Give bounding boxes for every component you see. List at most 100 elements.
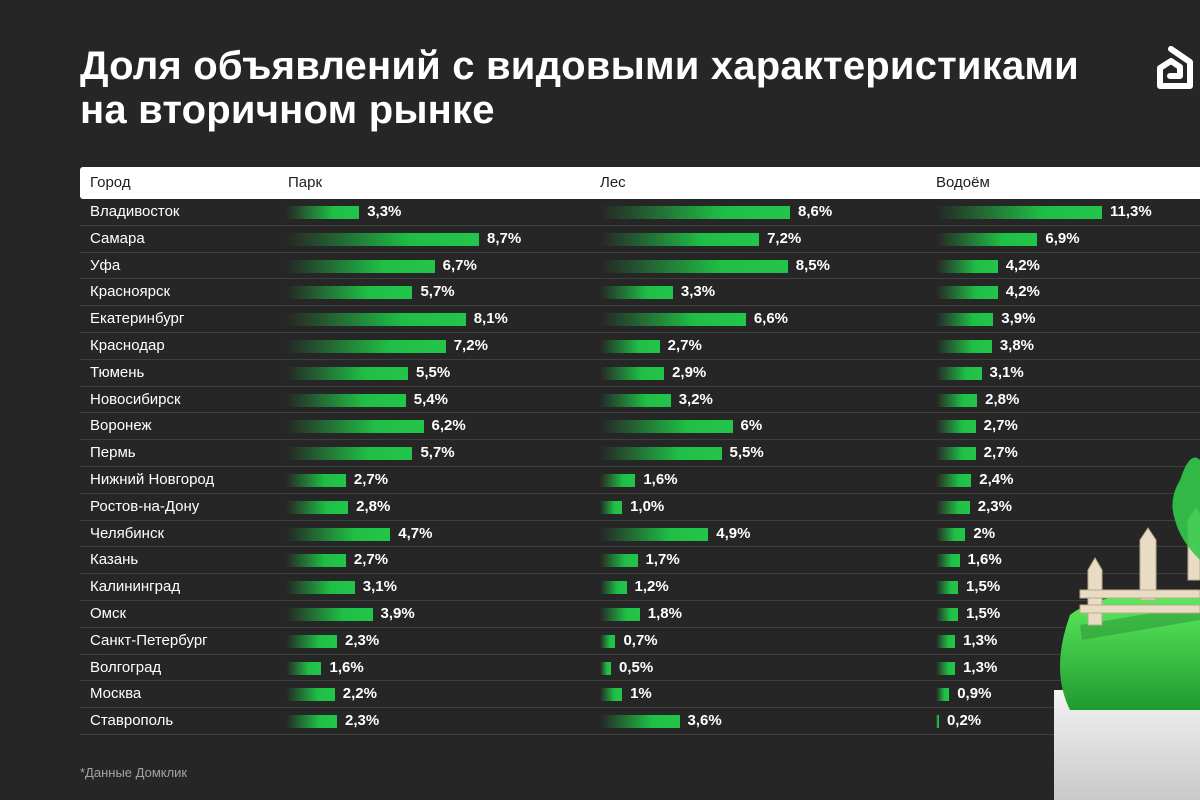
forest-bar (600, 232, 760, 246)
water-bar (936, 313, 994, 327)
forest-cell: 2,9% (600, 364, 850, 381)
water-cell: 1,3% (936, 631, 1162, 649)
forest-bar (600, 554, 638, 568)
forest-cell: 4,9% (600, 524, 850, 542)
forest-cell: 1,2% (600, 578, 850, 595)
water-bar (936, 206, 1102, 219)
city-name: Самара (90, 229, 145, 247)
park-value-label: 5,4% (413, 390, 448, 408)
park-cell: 6,2% (286, 417, 539, 434)
forest-bar (600, 393, 671, 407)
table-row: Омск 3,9% 1,8% 1,5% (80, 601, 1200, 628)
forest-bar (600, 715, 680, 729)
park-bar (286, 366, 408, 380)
footnote: *Данные Домклик (80, 765, 188, 780)
forest-bar (600, 313, 746, 327)
water-bar (936, 366, 982, 380)
table-row: Москва 2,2% 1% 0,9% (80, 681, 1200, 709)
forest-value-label: 4,9% (716, 524, 751, 542)
park-cell: 3,1% (286, 578, 539, 596)
park-bar (286, 313, 466, 327)
city-name: Красноярск (90, 283, 171, 301)
forest-cell: 0,5% (600, 659, 850, 676)
column-header-park: Парк (288, 174, 323, 191)
water-value-label: 0,2% (946, 712, 982, 730)
park-bar (286, 527, 391, 541)
water-cell: 2,3% (936, 498, 1162, 515)
park-cell: 2,7% (286, 470, 539, 488)
city-name: Ростов-на-Дону (90, 497, 200, 515)
table-row: Нижний Новгород 2,7% 1,6% 2,4% (80, 467, 1200, 494)
water-bar (936, 634, 956, 648)
park-bar (286, 286, 413, 300)
park-bar (286, 554, 346, 568)
forest-bar (600, 607, 640, 621)
park-bar (286, 232, 479, 246)
park-cell: 2,2% (286, 685, 539, 702)
water-value-label: 4,2% (1005, 256, 1040, 274)
water-bar (936, 661, 956, 675)
forest-bar (600, 420, 733, 434)
city-name: Казань (90, 551, 139, 569)
water-cell: 2,7% (936, 417, 1162, 434)
forest-cell: 6% (600, 417, 850, 434)
water-bar (936, 500, 970, 514)
city-name: Москва (90, 685, 142, 703)
water-cell: 3,1% (936, 364, 1162, 381)
city-name: Тюмень (90, 363, 145, 381)
forest-bar (600, 366, 665, 380)
water-value-label: 3,9% (1001, 310, 1036, 328)
forest-bar (600, 634, 616, 648)
title-line-2: на вторичном рынке (80, 88, 495, 132)
forest-cell: 7,2% (600, 230, 850, 247)
park-bar (286, 393, 406, 407)
forest-value-label: 8,6% (798, 203, 833, 220)
park-value-label: 3,1% (362, 578, 397, 596)
city-name: Екатеринбург (90, 310, 185, 328)
table-body: Владивосток 3,3% 8,6% 11,3% Самара 8,7% 7,2% 6,… (80, 199, 1200, 735)
park-value-label: 8,1% (473, 310, 508, 328)
water-value-label: 11,3% (1110, 203, 1152, 220)
park-value-label: 2,7% (353, 470, 389, 488)
forest-cell: 2,7% (600, 337, 850, 354)
forest-cell: 1,8% (600, 605, 850, 622)
park-cell: 5,4% (286, 390, 539, 408)
table-row: Самара 8,7% 7,2% 6,9% (80, 226, 1200, 253)
table-row: Санкт-Петербург 2,3% 0,7% 1,3% (80, 628, 1200, 655)
forest-cell: 3,3% (600, 283, 850, 300)
park-value-label: 2,8% (356, 497, 391, 515)
water-value-label: 0,9% (957, 685, 992, 703)
park-value-label: 2,3% (345, 631, 380, 649)
water-bar (936, 339, 992, 353)
water-value-label: 2% (973, 524, 996, 542)
water-bar (936, 554, 960, 568)
park-value-label: 3,9% (380, 604, 415, 622)
forest-bar (600, 581, 627, 595)
park-value-label: 6,7% (442, 256, 477, 274)
water-cell: 4,2% (936, 283, 1162, 300)
column-header-water: Водоём (936, 174, 990, 191)
fence-grass-illustration (1054, 457, 1200, 800)
water-cell: 0,2% (936, 712, 1162, 730)
forest-value-label: 1,0% (630, 497, 665, 515)
city-name: Владивосток (90, 203, 180, 220)
city-name: Омск (90, 604, 127, 622)
column-header-forest: Лес (600, 174, 626, 191)
forest-bar (600, 527, 709, 541)
park-bar (286, 420, 424, 434)
forest-value-label: 6,6% (753, 310, 789, 328)
water-value-label: 1,6% (967, 551, 1002, 569)
park-cell: 5,5% (286, 364, 539, 381)
forest-cell: 6,6% (600, 310, 850, 328)
column-header-city: Город (90, 174, 131, 191)
water-value-label: 1,3% (963, 631, 998, 649)
table-row: Краснодар 7,2% 2,7% 3,8% (80, 333, 1200, 360)
park-cell: 3,9% (286, 604, 539, 622)
table-row: Калининград 3,1% 1,2% 1,5% (80, 574, 1200, 601)
forest-bar (600, 661, 612, 675)
forest-value-label: 0,7% (623, 631, 658, 649)
water-value-label: 1,3% (963, 658, 998, 676)
park-cell: 8,1% (286, 310, 539, 328)
park-value-label: 8,7% (487, 229, 522, 247)
water-bar (936, 527, 966, 541)
